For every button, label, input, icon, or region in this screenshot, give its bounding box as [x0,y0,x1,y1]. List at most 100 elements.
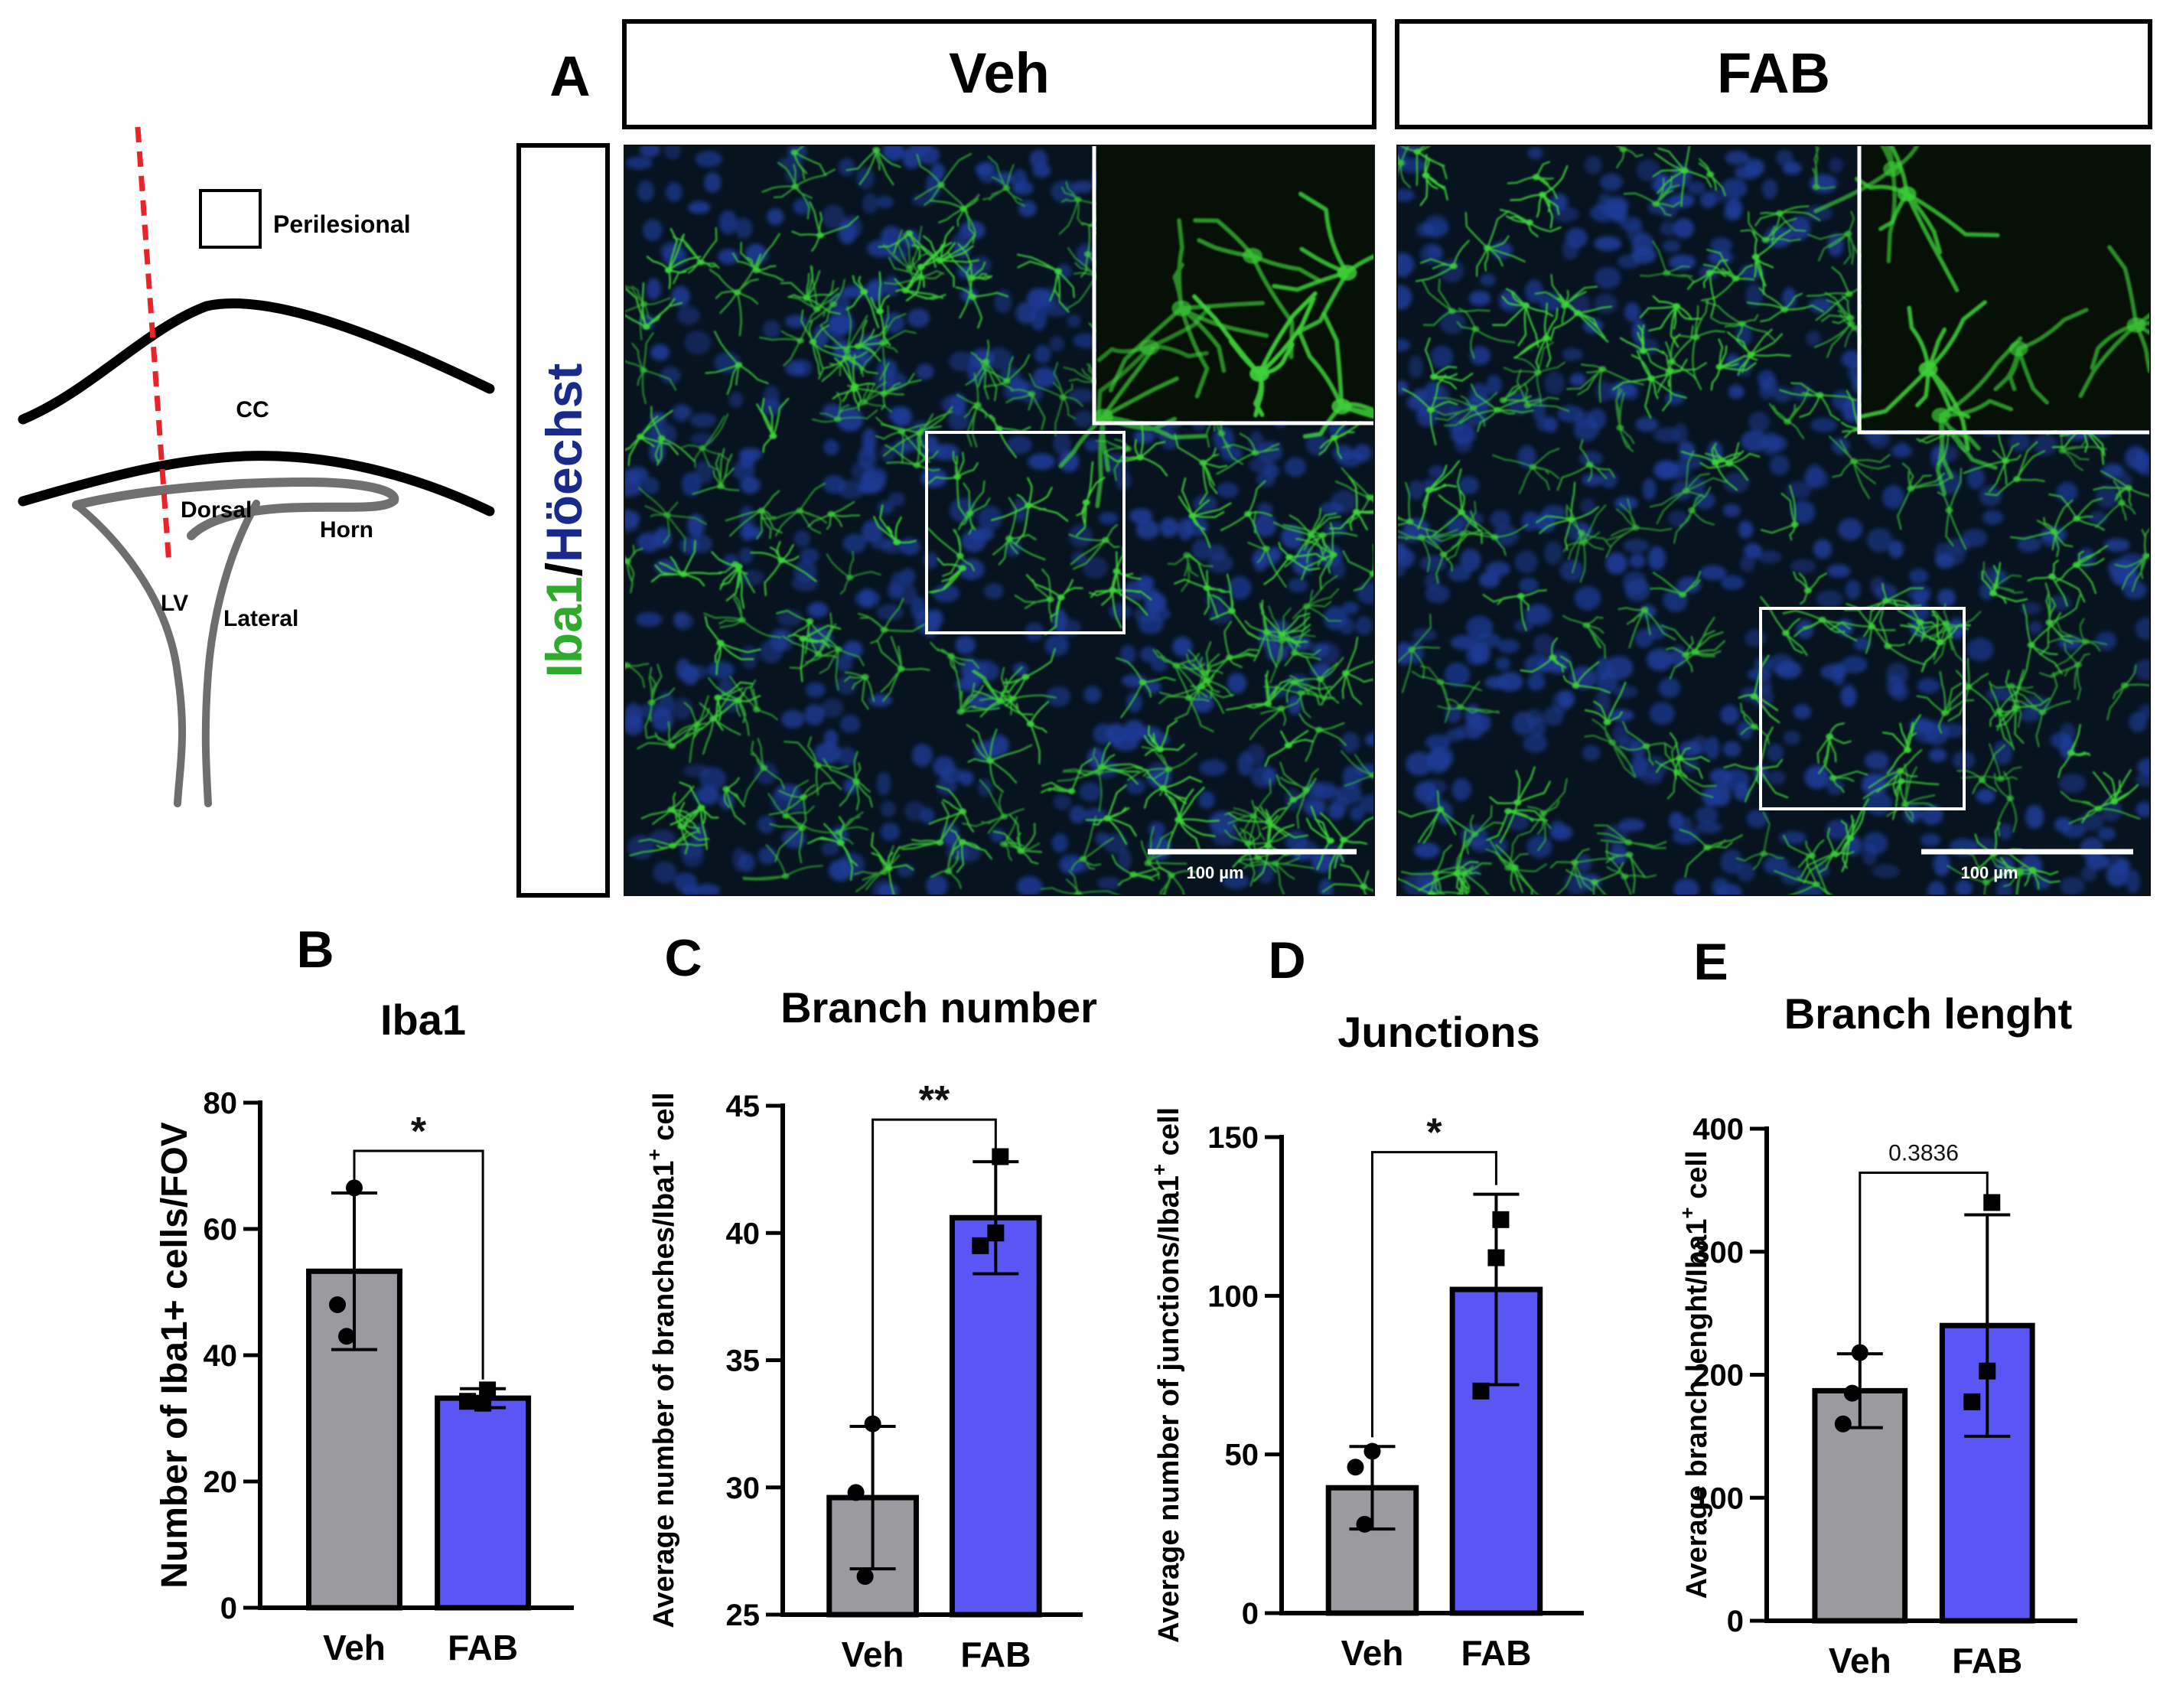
chart-c-ytick-label: 30 [726,1472,761,1505]
scale-bar-fab-text: 100 µm [1960,863,2018,882]
chart-e-xtick-label-fab: FAB [1952,1641,2022,1680]
chart-b-bar-fab [435,1395,532,1611]
chart-c-ytick-label: 45 [726,1090,761,1123]
chart-d-ytick-label: 0 [1242,1597,1259,1631]
stain-label-hoechst: Höechst [536,363,592,562]
chart-d-point-veh [1356,1515,1373,1533]
chart-c-point-fab [987,1224,1005,1242]
chart-d-xtick-label-veh: Veh [1341,1633,1404,1673]
chart-e: E Branch lenght Average branch lenght/Iba1… [1676,933,2077,1680]
lv-right-wall [201,500,260,807]
chart-c-ytick-label: 35 [726,1345,761,1378]
cc-lower-edge [18,451,495,517]
chart-d-point-veh [1363,1442,1381,1460]
chart-c-significance-bracket [871,1118,997,1417]
chart-c-point-fab [972,1237,989,1254]
chart-e-significance: 0.3836 [1888,1141,1959,1166]
chart-c-bar-fab [949,1214,1042,1618]
perilesional-legend-label: Perilesional [273,210,411,238]
chart-d-point-fab [1492,1211,1510,1228]
stain-label-iba1: Iba1 [536,576,592,677]
lv-label: LV [161,591,188,616]
micrograph-veh: 100 µm [624,145,1374,895]
chart-d-significance-bracket [1371,1151,1497,1438]
lv-left-wall [73,501,187,807]
chart-d-significance: * [1426,1111,1442,1156]
chart-e-title: Branch lenght [1784,989,2072,1038]
chart-b-ylabel-main: Number of Iba1+ cells/FOV [155,1122,195,1589]
panel-a-letter: A [549,44,590,108]
chart-c-ylabel: Average number of branches/Iba1+ cell [643,1092,680,1628]
horn-label: Horn [320,517,373,543]
chart-b-ytick-label: 0 [220,1592,237,1625]
chart-d-ylabel-main: Average number of junctions/Iba1 [1153,1175,1185,1643]
col-header-fab-text: FAB [1717,41,1830,105]
panel-e-letter: E [1693,933,1728,991]
stain-label-sep: / [536,562,592,576]
chart-b-ylabel: Number of Iba1+ cells/FOV [155,1122,195,1589]
chart-b-ytick-label: 20 [204,1465,238,1499]
chart-b-point-fab [459,1393,477,1410]
chart-c: C Branch number Average number of branches… [643,929,1097,1674]
col-header-fab: FAB [1395,19,2152,129]
chart-e-point-veh [1851,1344,1868,1361]
panel-b-letter: B [296,921,334,979]
chart-e-ytick-label: 100 [1692,1481,1744,1515]
scale-bar-fab: 100 µm [1921,849,2133,882]
micrograph-fab: 100 µm [1397,145,2150,895]
chart-d-ylabel-sup: + [1148,1164,1171,1175]
chart-e-point-fab [1963,1393,1981,1410]
chart-c-point-veh [864,1415,881,1433]
chart-d-point-fab [1487,1249,1505,1266]
chart-d: D Junctions Average number of junctions/Ib… [1148,931,1584,1673]
chart-b-xtick-label-fab: FAB [448,1628,518,1667]
chart-b-ytick-label: 40 [204,1339,238,1373]
panel-d-letter: D [1268,931,1305,989]
dorsal-label: Dorsal [181,497,252,523]
chart-b-point-veh [329,1296,346,1313]
roi-box-veh [925,431,1126,634]
chart-e-ytick-label: 200 [1692,1359,1744,1393]
col-header-veh-text: Veh [949,41,1050,105]
chart-b-xtick-label-veh: Veh [323,1628,386,1667]
panel-c-letter: C [664,929,702,987]
chart-b-significance: * [411,1110,427,1154]
chart-b-point-veh [338,1328,355,1345]
chart-e-point-fab [1979,1362,1996,1380]
chart-d-ytick-label: 150 [1207,1121,1259,1155]
chart-c-ytick-label: 25 [726,1599,761,1632]
roi-box-fab [1759,607,1966,810]
chart-b-point-fab [479,1381,497,1399]
chart-c-ylabel-end: cell [648,1092,680,1149]
chart-e-point-veh [1834,1415,1852,1433]
chart-e-ytick-label: 300 [1692,1236,1744,1270]
chart-e-ylabel-end: cell [1681,1150,1713,1207]
chart-c-xtick-label-veh: Veh [842,1635,904,1674]
chart-e-ylabel: Average branch lenght/Iba1+ cell [1676,1150,1713,1599]
chart-e-ytick-label: 0 [1727,1605,1744,1638]
chart-b-ytick-label: 80 [204,1087,238,1120]
chart-e-ylabel-main: Average branch lenght/Iba1 [1681,1219,1713,1599]
scale-bar-veh: 100 µm [1148,849,1357,882]
chart-e-xtick-label-veh: Veh [1829,1641,1891,1680]
scale-bar-veh-text: 100 µm [1186,863,1243,882]
brain-diagram: Perilesional CC Dorsal Horn LV Lateral [18,126,495,807]
chart-b: B Iba1 Number of Iba1+ cells/FOV 0 20 40 60 80 V… [155,921,574,1667]
chart-e-point-fab [1983,1194,2001,1211]
chart-e-point-veh [1843,1384,1861,1402]
chart-d-title: Junctions [1337,1008,1539,1056]
chart-c-xtick-label-fab: FAB [960,1635,1031,1674]
chart-d-ytick-label: 50 [1225,1439,1259,1472]
chart-b-significance-bracket [353,1149,484,1380]
lateral-label: Lateral [223,606,298,631]
cc-upper-edge [18,298,495,425]
chart-d-point-fab [1472,1382,1490,1400]
chart-c-point-fab [992,1148,1009,1165]
col-header-veh: Veh [622,19,1376,129]
chart-d-ytick-label: 100 [1207,1279,1259,1313]
chart-b-title: Iba1 [380,996,466,1044]
chart-b-point-veh [346,1179,363,1197]
chart-e-significance-bracket [1859,1172,1989,1345]
chart-b-point-fab [474,1394,492,1412]
